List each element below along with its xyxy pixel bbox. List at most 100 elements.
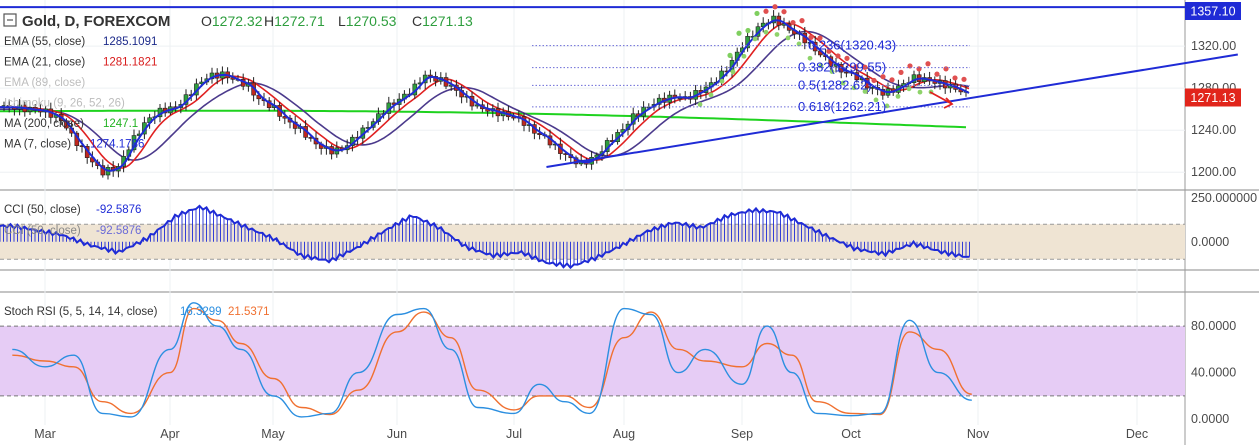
indicator-legend: EMA (55, close) 1285.1091 EMA (21, close) 1… — [4, 36, 157, 151]
y-tick-label: 1320.00 — [1191, 39, 1236, 53]
svg-text:O1272.32: O1272.32 — [201, 13, 263, 29]
cloud-dot — [785, 35, 791, 41]
cloud-dot — [807, 55, 813, 61]
stoch-k-value: 16.3299 — [180, 306, 222, 318]
indicator-value: 1285.1091 — [103, 36, 157, 48]
cloud-dot — [763, 8, 769, 14]
uptrend-line — [546, 53, 1238, 168]
cloud-dot — [906, 86, 912, 92]
cloud-dot — [826, 48, 832, 54]
cloud-dot — [781, 9, 787, 15]
x-tick-label: Jun — [387, 427, 407, 441]
y-tick-label: 0.0000 — [1191, 412, 1229, 426]
svg-text:C1271.13: C1271.13 — [412, 13, 473, 29]
indicator-value: 1247.1 — [103, 118, 138, 130]
stoch-d-line — [12, 307, 972, 416]
cloud-dot — [741, 53, 747, 59]
svg-text:L1270.53: L1270.53 — [338, 13, 397, 29]
cci-line — [0, 204, 970, 270]
ema21-line — [0, 22, 970, 169]
y-tick-label: 1200.00 — [1191, 165, 1236, 179]
cloud-dot — [895, 93, 901, 99]
fibonacci-labels: 0.236(1320.43) 0.382(1299.55) 0.5(1282.62)… — [798, 38, 896, 114]
svg-text:1271.13: 1271.13 — [1190, 91, 1235, 105]
cloud-dot — [916, 66, 922, 72]
cloud-dot — [719, 78, 725, 84]
cloud-dot — [862, 89, 868, 94]
symbol-title: Gold, D, FOREXCOM — [22, 13, 170, 30]
cloud-dot — [844, 55, 850, 61]
cloud-dot — [796, 41, 802, 47]
indicator-label: EMA (89, close) — [4, 77, 85, 89]
current-price-tag: 1271.13 — [1185, 88, 1241, 107]
cloud-dot — [774, 32, 780, 37]
cloud-dot — [898, 69, 904, 75]
stoch-label: Stoch RSI (5, 5, 14, 14, close) — [4, 306, 158, 318]
cci-legend: CCI (50, close) -92.5876 CCI (50, close)… — [4, 204, 141, 237]
cloud-dot — [817, 35, 823, 41]
x-tick-label: Jul — [506, 427, 522, 441]
cloud-dot — [754, 10, 760, 17]
cloud-dot — [952, 75, 958, 81]
cci-value-1: -92.5876 — [96, 204, 141, 216]
cloud-dot — [889, 77, 895, 83]
cci-value-2: -92.5876 — [96, 225, 141, 237]
cloud-dot — [835, 53, 841, 59]
cloud-dot — [829, 69, 835, 74]
cloud-dot — [745, 27, 751, 34]
indicator-label: EMA (21, close) — [4, 57, 85, 69]
fib-label: 0.236(1320.43) — [808, 38, 896, 53]
fib-label: 0.618(1262.21) — [798, 99, 886, 114]
indicator-label: EMA (55, close) — [4, 36, 85, 48]
cloud-dot — [840, 80, 846, 86]
svg-text:H1272.71: H1272.71 — [264, 13, 325, 29]
cloud-dot — [961, 76, 967, 82]
x-tick-label: Dec — [1126, 427, 1148, 441]
cloud-dot — [736, 30, 742, 36]
svg-text:1357.10: 1357.10 — [1190, 5, 1235, 19]
cloud-dot — [880, 74, 886, 80]
cloud-dot — [708, 92, 714, 98]
collapse-icon[interactable] — [3, 13, 17, 27]
ohlc-readout: O1272.32 H1272.71 L1270.53 C1271.13 — [201, 13, 473, 29]
x-tick-label: Oct — [841, 427, 861, 441]
y-tick-label: 40.0000 — [1191, 366, 1236, 380]
cloud-dot — [763, 29, 769, 35]
cloud-dot — [752, 36, 758, 42]
cloud-dot — [808, 34, 814, 40]
cloud-dot — [851, 85, 857, 91]
cloud-dot — [730, 69, 736, 75]
stoch-k-line — [12, 302, 972, 418]
x-tick-label: Aug — [613, 427, 635, 441]
cci-band — [0, 224, 1185, 260]
cloud-dot — [818, 63, 824, 69]
cloud-dot — [790, 19, 796, 26]
y-tick-label: 0.0000 — [1191, 235, 1229, 249]
cloud-dot — [772, 4, 778, 10]
cloud-dot — [727, 52, 733, 58]
cci-label-1: CCI (50, close) — [4, 204, 81, 216]
indicator-value: 1274.1786 — [90, 139, 144, 151]
indicator-label: MA (200, close) — [4, 118, 84, 130]
indicator-label: MA (7, close) — [4, 139, 71, 151]
y-tick-label: 250.000000 — [1191, 191, 1257, 205]
cloud-dot — [943, 66, 949, 72]
x-tick-label: Apr — [160, 427, 179, 441]
cloud-dot — [934, 71, 940, 77]
candle-body — [844, 71, 849, 74]
cloud-dot — [925, 61, 931, 67]
indicator-value: 1281.1821 — [103, 57, 157, 69]
x-tick-label: Nov — [967, 427, 990, 441]
x-tick-label: Mar — [34, 427, 56, 441]
x-tick-label: May — [261, 427, 285, 441]
stoch-legend: Stoch RSI (5, 5, 14, 14, close) 16.3299 … — [4, 306, 270, 318]
cloud-dot — [873, 97, 879, 103]
ma7-line — [0, 19, 970, 172]
fib-label: 0.382(1299.55) — [798, 60, 886, 75]
cloud-dot — [697, 102, 703, 107]
cloud-dot — [799, 18, 805, 24]
indicator-label: Ichimoku (9, 26, 52, 26) — [4, 98, 125, 110]
fib-label: 0.5(1282.62) — [798, 77, 872, 92]
x-tick-label: Sep — [731, 427, 753, 441]
